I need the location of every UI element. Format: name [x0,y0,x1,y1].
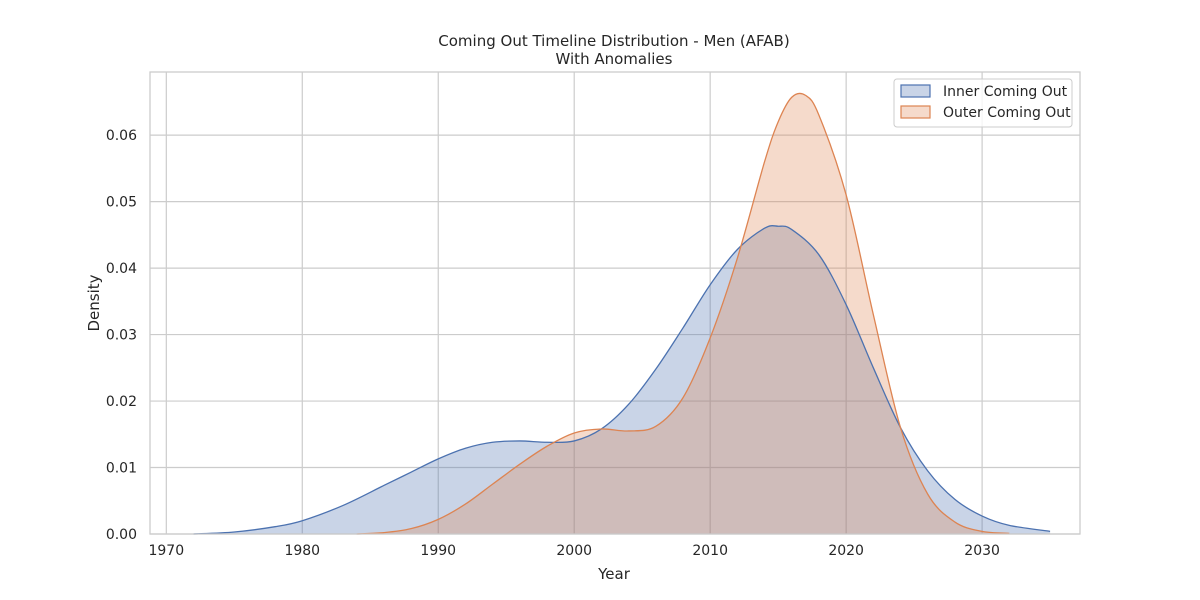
x-tick-label: 2020 [828,543,864,559]
x-tick-labels: 1970 1980 1990 2000 2010 2020 2030 [148,543,999,559]
legend-label-outer: Outer Coming Out [943,105,1071,121]
x-tick-label: 1990 [420,543,456,559]
series-layer [193,92,1051,535]
chart-subtitle: With Anomalies [556,50,673,68]
x-tick-label: 1970 [148,543,184,559]
x-tick-label: 1980 [284,543,320,559]
legend-swatch-inner [900,84,931,98]
x-tick-label: 2010 [692,543,728,559]
density-area-outer [356,93,1010,534]
x-tick-label: 2030 [964,543,1000,559]
y-tick-label: 0.03 [106,328,137,344]
y-tick-label: 0.02 [106,394,137,410]
legend-swatch-outer [900,105,931,119]
grid [150,72,1080,535]
chart-title: Coming Out Timeline Distribution - Men (… [438,32,789,50]
y-axis-label: Density [85,274,103,331]
legend-label-inner: Inner Coming Out [943,84,1068,100]
y-tick-label: 0.04 [106,261,137,277]
legend-box [893,78,1073,128]
density-area-inner [193,225,1051,534]
legend: Inner Coming Out Outer Coming Out [893,78,1073,128]
x-tick-label: 2000 [556,543,592,559]
density-line-outer [356,92,1010,535]
y-tick-label: 0.06 [106,128,137,144]
y-tick-label: 0.00 [106,527,137,543]
x-axis-label: Year [597,565,631,583]
y-tick-label: 0.05 [106,195,137,211]
y-tick-label: 0.01 [106,461,137,477]
y-tick-labels: 0.00 0.01 0.02 0.03 0.04 0.05 0.06 [106,128,137,543]
plot-frame [149,71,1081,535]
